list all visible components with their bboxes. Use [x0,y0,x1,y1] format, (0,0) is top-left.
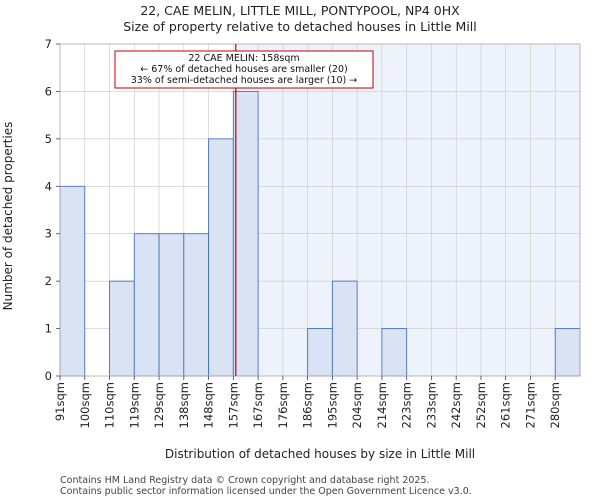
y-tick-label: 1 [45,322,52,336]
x-tick-label: 138sqm [177,382,191,428]
x-tick-label: 233sqm [424,382,438,428]
y-tick-label: 3 [45,227,52,241]
chart-subtitle: Size of property relative to detached ho… [123,19,477,34]
bar-110sqm [109,280,135,377]
y-tick-label: 2 [45,274,52,288]
larger-region-shade [235,44,581,376]
annotation-box: 22 CAE MELIN: 158sqm ← 67% of detached h… [114,50,374,89]
y-axis-label: Number of detached properties [1,122,15,311]
x-tick-label: 119sqm [127,382,141,428]
x-tick-label: 204sqm [350,382,364,428]
bar-91sqm [59,185,86,377]
annotation-line-2: ← 67% of detached houses are smaller (20… [140,64,347,75]
bar-119sqm [133,233,160,377]
y-tick-label: 7 [45,37,52,51]
y-tick-label: 0 [45,369,52,383]
y-tick-label: 6 [45,84,52,98]
plot-background [235,44,581,376]
y-tick-labels: 0 1 2 3 4 5 6 7 [45,37,60,383]
plot-frame [59,43,581,377]
bar-280sqm [554,328,581,377]
x-tick-label: 280sqm [548,382,562,428]
x-tick-label: 167sqm [251,382,265,428]
annotation-line-3: 33% of semi-detached houses are larger (… [131,75,358,86]
bar-186sqm [307,328,333,377]
x-tick-label: 195sqm [325,382,339,428]
bar-214sqm [381,328,408,377]
x-tick-labels: 91sqm 100sqm 110sqm 119sqm 129sqm 138sqm 148sq… [53,376,562,428]
x-tick-label: 261sqm [499,382,513,428]
x-tick-label: 214sqm [375,382,389,428]
axes [59,43,581,377]
annotation-line-1: 22 CAE MELIN: 158sqm [188,53,299,64]
x-tick-label: 100sqm [78,382,92,428]
x-axis-label: Distribution of detached houses by size … [165,447,475,461]
y-tick-label: 5 [45,132,52,146]
x-tick-label: 91sqm [53,382,67,421]
bar-157sqm [232,90,259,377]
x-tick-label: 242sqm [449,382,463,428]
footer-line-1: Contains HM Land Registry data © Crown c… [60,475,430,486]
x-tick-label: 252sqm [474,382,488,428]
bar-129sqm [158,233,185,377]
x-tick-label: 110sqm [103,382,117,428]
bar-148sqm [208,138,234,377]
y-tick-label: 4 [45,179,52,193]
x-tick-label: 223sqm [400,382,414,428]
bar-195sqm [331,280,358,377]
x-tick-label: 157sqm [226,382,240,428]
annotation-frame [114,50,374,89]
x-tick-label: 129sqm [152,382,166,428]
x-tick-label: 186sqm [301,382,315,428]
chart-title: 22, CAE MELIN, LITTLE MILL, PONTYPOOL, N… [140,3,460,18]
bar-138sqm [183,233,210,377]
x-tick-label: 271sqm [523,382,537,428]
x-tick-label: 176sqm [276,382,290,428]
footer-line-2: Contains public sector information licen… [60,486,472,497]
x-tick-label: 148sqm [202,382,216,428]
